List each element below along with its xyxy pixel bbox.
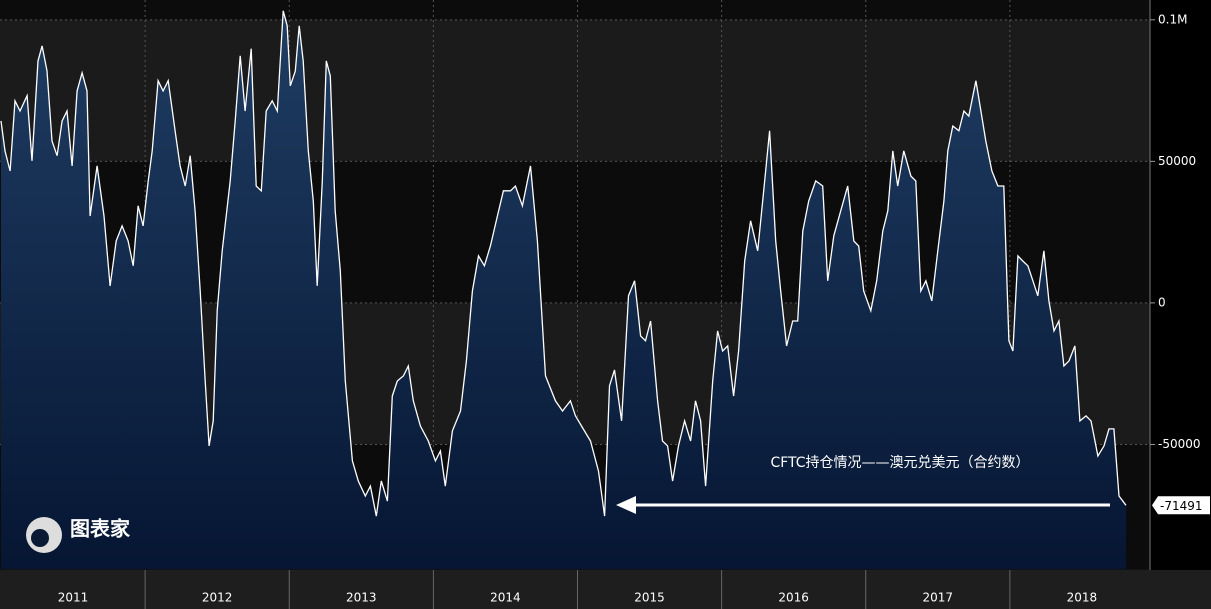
watermark-logo xyxy=(31,529,49,547)
watermark-text: 图表家 xyxy=(70,517,131,541)
x-tick-label: 2018 xyxy=(1067,591,1098,605)
x-tick-label: 2011 xyxy=(58,591,89,605)
y-tick-label: 0 xyxy=(1158,295,1166,309)
arrow-head xyxy=(616,496,636,514)
plot xyxy=(0,10,1127,570)
y-tick-label: 0.1M xyxy=(1158,12,1187,26)
annotation: CFTC持仓情况——澳元兑美元（合约数） xyxy=(770,455,1029,471)
last-value-box xyxy=(1152,496,1210,515)
axes: 0.1M 50000 0 -50000 2011 2012 2013 2014 2015 2016… xyxy=(58,12,1210,609)
area-fill xyxy=(1,10,1127,570)
x-tick-label: 2013 xyxy=(346,591,377,605)
line xyxy=(0,10,1127,517)
y-tick-label: 50000 xyxy=(1158,154,1196,168)
x-axis-band xyxy=(0,570,1211,609)
x-tick-label: 2015 xyxy=(634,591,665,605)
y-tick-label: -50000 xyxy=(1158,437,1201,451)
x-tick-label: 2012 xyxy=(202,591,233,605)
watermark: 图表家 xyxy=(26,517,131,553)
x-tick-label: 2017 xyxy=(923,591,954,605)
x-tick-label: 2016 xyxy=(778,591,809,605)
last-value-label: -71491 xyxy=(1160,499,1203,513)
band xyxy=(0,0,1150,20)
x-tick-label: 2014 xyxy=(490,591,521,605)
